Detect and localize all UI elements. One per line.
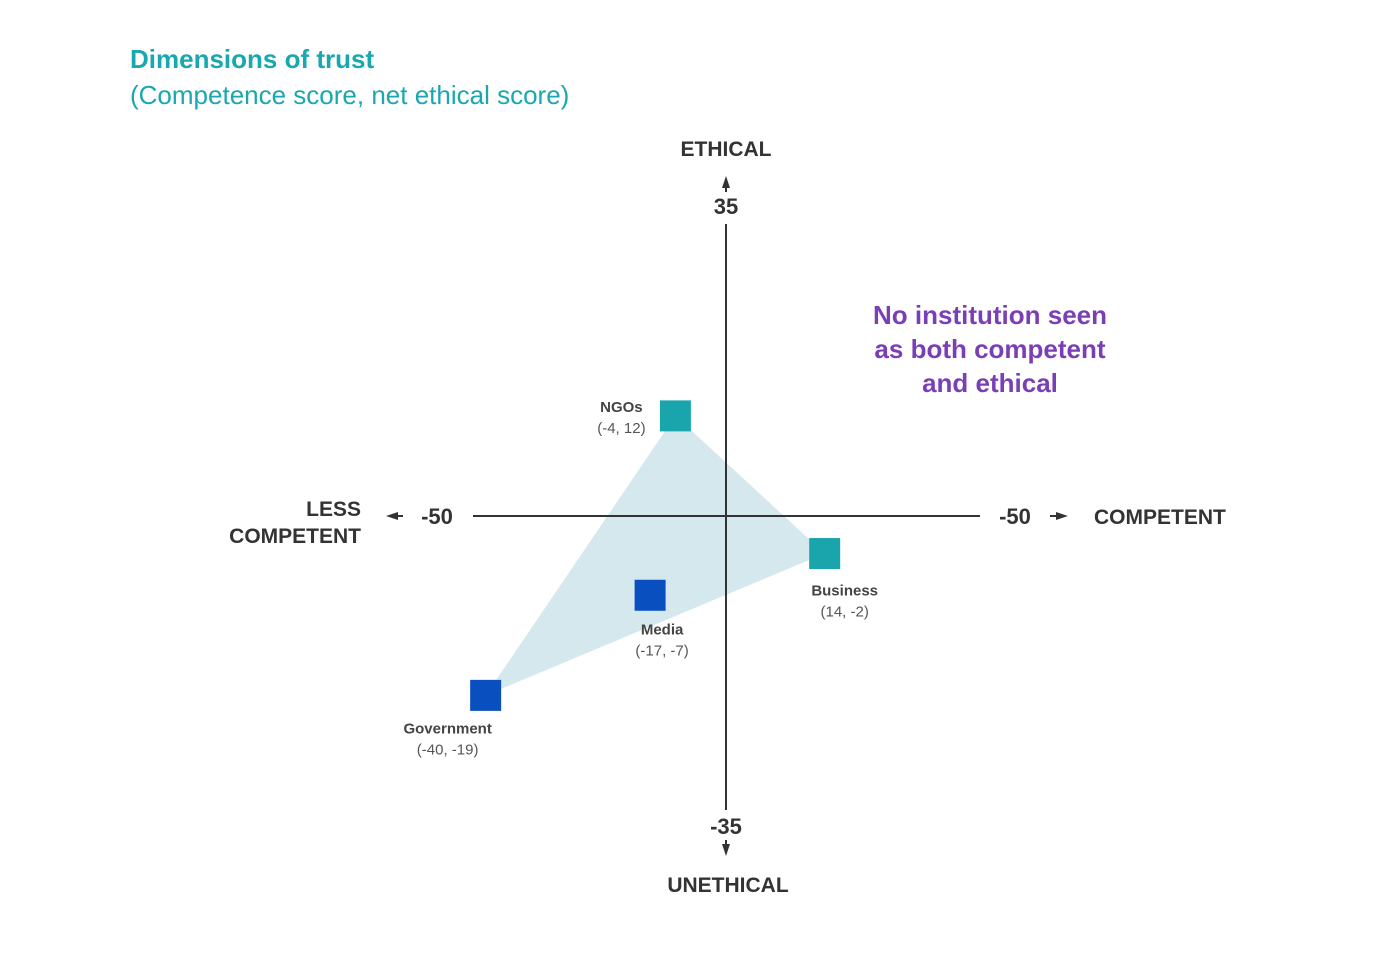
point-coord-business: (14, -2) — [820, 604, 868, 621]
x-max-tick: -50 — [999, 504, 1031, 529]
y-top-label: ETHICAL — [681, 138, 772, 161]
annotation-line-2: as both competent — [874, 334, 1105, 364]
chart-title: Dimensions of trust — [130, 44, 375, 74]
point-marker-ngos — [659, 400, 691, 432]
data-points: NGOs (-4, 12) Business (14, -2) Media (-17, -… — [403, 399, 878, 758]
point-marker-business — [809, 538, 841, 570]
point-label-government: Government — [403, 720, 491, 737]
arrow-right-icon — [1056, 512, 1068, 520]
x-left-label-line2: COMPETENT — [229, 525, 361, 548]
point-marker-media — [634, 579, 666, 611]
x-left-label-line1: LESS — [306, 498, 361, 521]
y-max-tick: 35 — [714, 194, 738, 219]
annotation-line-3: and ethical — [922, 368, 1058, 398]
y-bottom-label: UNETHICAL — [667, 874, 788, 897]
x-right-label: COMPETENT — [1094, 506, 1226, 529]
x-min-tick: -50 — [421, 504, 453, 529]
y-min-tick: -35 — [710, 814, 742, 839]
institution-triangle — [485, 415, 825, 696]
point-label-media: Media — [641, 621, 684, 638]
chart-subtitle: (Competence score, net ethical score) — [130, 80, 570, 110]
point-label-ngos: NGOs — [600, 399, 643, 416]
arrow-down-icon — [722, 844, 730, 856]
arrow-left-icon — [386, 512, 398, 520]
point-label-business: Business — [811, 583, 878, 600]
point-coord-media: (-17, -7) — [635, 642, 688, 659]
point-coord-government: (-40, -19) — [417, 741, 479, 758]
arrow-up-icon — [722, 176, 730, 188]
annotation-line-1: No institution seen — [873, 300, 1107, 330]
point-coord-ngos: (-4, 12) — [597, 420, 645, 437]
point-marker-government — [470, 679, 502, 711]
